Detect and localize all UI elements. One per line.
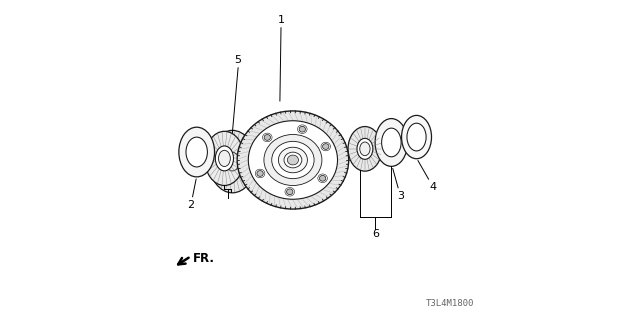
Text: 1: 1 xyxy=(278,15,285,101)
Ellipse shape xyxy=(407,123,426,151)
Ellipse shape xyxy=(375,119,408,166)
Ellipse shape xyxy=(272,141,314,179)
Text: T3L4M1800: T3L4M1800 xyxy=(426,299,474,308)
Ellipse shape xyxy=(221,147,243,176)
Text: 2: 2 xyxy=(188,179,196,210)
Ellipse shape xyxy=(248,121,337,199)
Text: FR.: FR. xyxy=(193,252,214,265)
Ellipse shape xyxy=(215,146,234,171)
Ellipse shape xyxy=(319,175,326,181)
Ellipse shape xyxy=(218,150,230,166)
Ellipse shape xyxy=(249,147,273,170)
Ellipse shape xyxy=(225,152,239,171)
Ellipse shape xyxy=(209,130,255,193)
Text: 4: 4 xyxy=(418,161,436,192)
Ellipse shape xyxy=(357,138,373,159)
Ellipse shape xyxy=(257,171,263,176)
Ellipse shape xyxy=(278,147,307,173)
Ellipse shape xyxy=(264,135,271,140)
Ellipse shape xyxy=(317,151,333,167)
Ellipse shape xyxy=(287,155,298,165)
Ellipse shape xyxy=(284,152,302,168)
Ellipse shape xyxy=(205,131,244,186)
Ellipse shape xyxy=(179,127,214,177)
Text: 6: 6 xyxy=(372,229,379,239)
Ellipse shape xyxy=(299,126,305,132)
Ellipse shape xyxy=(287,189,293,195)
Ellipse shape xyxy=(264,134,322,186)
Ellipse shape xyxy=(237,111,349,209)
Ellipse shape xyxy=(348,126,382,171)
Text: 3: 3 xyxy=(393,168,404,201)
Ellipse shape xyxy=(360,142,370,156)
Ellipse shape xyxy=(401,116,431,159)
Ellipse shape xyxy=(381,128,401,157)
Ellipse shape xyxy=(186,137,207,167)
Text: 5: 5 xyxy=(235,55,242,65)
Ellipse shape xyxy=(323,144,329,149)
